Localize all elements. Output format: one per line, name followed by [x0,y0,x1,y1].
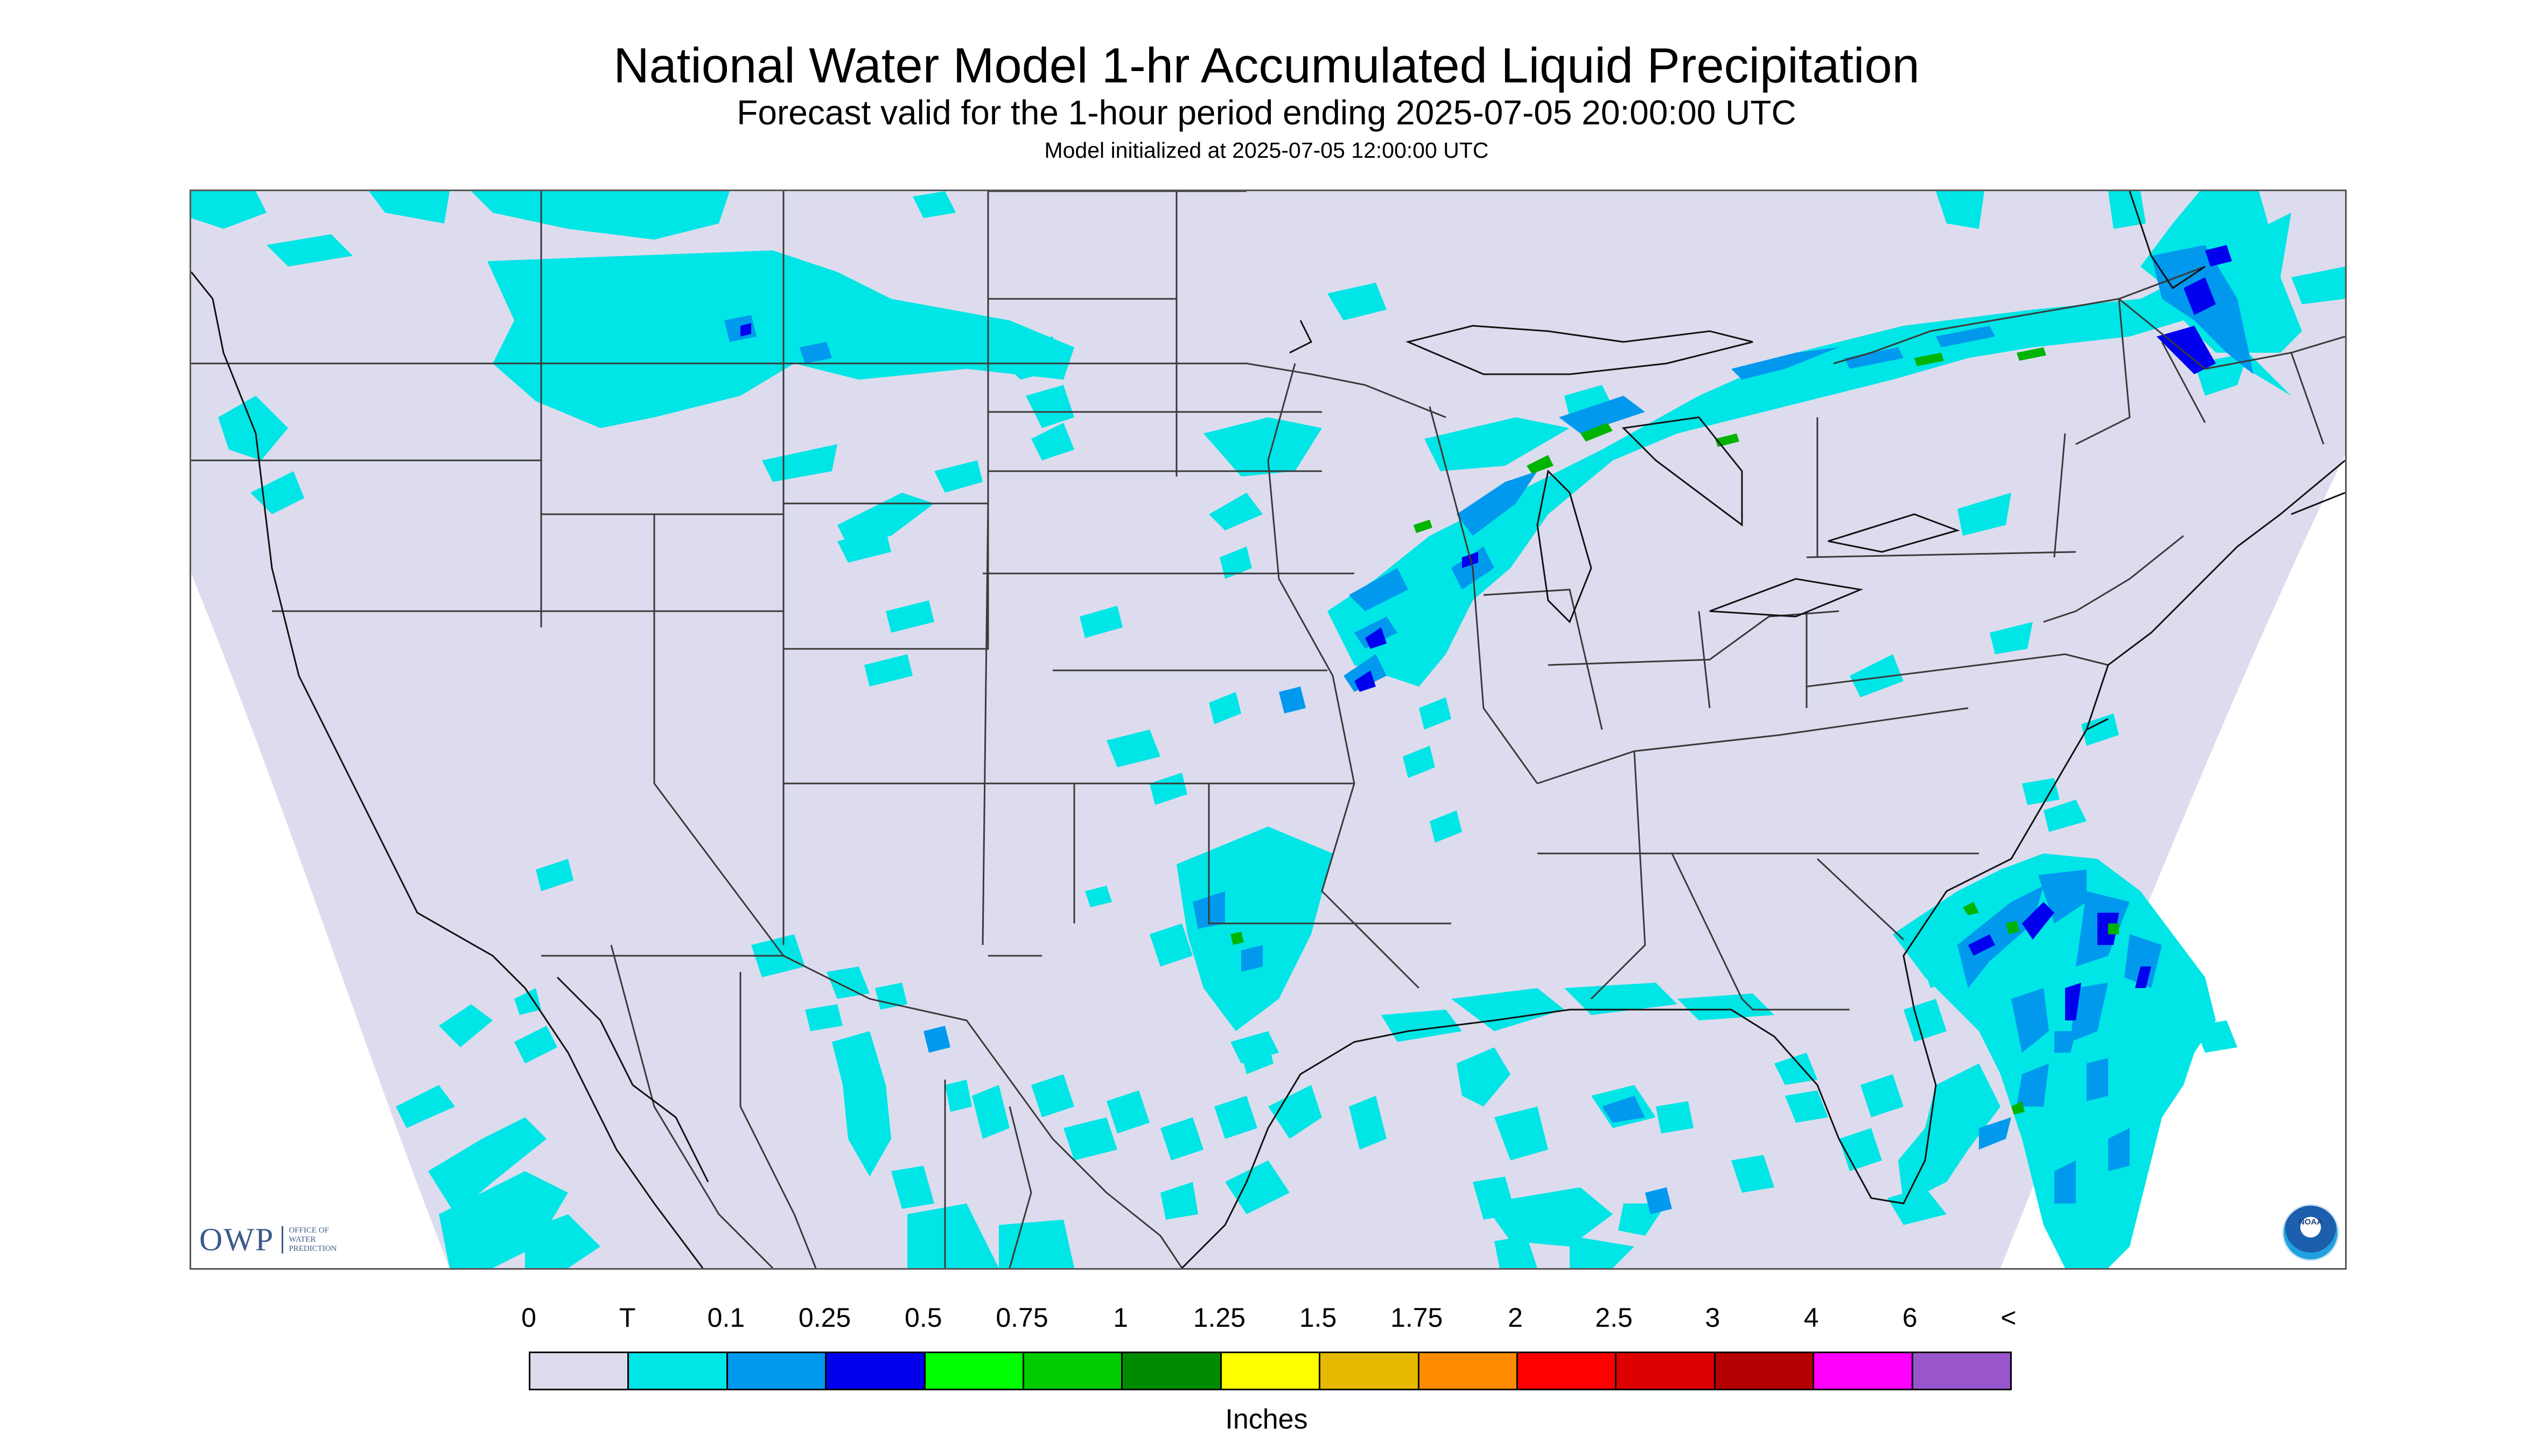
legend-tick-label: 6 [1902,1303,1918,1333]
legend-tick-labels: 0 T 0.1 0.25 0.5 0.75 1 1.25 1.5 1.75 2 2.5 3 4 6 < [0,1302,2533,1340]
map-title: National Water Model 1-hr Accumulated Li… [613,38,1920,93]
precipitation-map [190,190,2347,1270]
noaa-logo: NOAA [2282,1204,2339,1261]
model-init-text: Model initialized at 2025-07-05 12:00:00… [1044,138,1489,163]
owp-logo-line: OFFICE OF [289,1226,329,1235]
legend-tick-label: 2 [1508,1303,1523,1333]
legend-swatch [1419,1353,1519,1389]
legend-swatch [1617,1353,1716,1389]
legend-tick-label: < [2000,1303,2017,1333]
legend-swatch [530,1353,629,1389]
legend-tick-label: 2.5 [1595,1303,1633,1333]
legend-swatch [1123,1353,1222,1389]
legend-swatch [1715,1353,1815,1389]
legend-swatch [727,1353,827,1389]
legend-tick-label: 1.5 [1299,1303,1337,1333]
legend-swatch [1024,1353,1123,1389]
legend-swatch [1320,1353,1419,1389]
legend-tick-label: 1.25 [1193,1303,1246,1333]
legend-swatch [925,1353,1025,1389]
legend-tick-label: 0.1 [707,1303,745,1333]
legend-tick-label: 3 [1705,1303,1720,1333]
legend-swatch [1221,1353,1321,1389]
legend-tick-label: 4 [1803,1303,1819,1333]
projection-edge-left [191,573,450,1268]
legend-tick-label: 1.75 [1390,1303,1443,1333]
noaa-logo-text: NOAA [2298,1217,2323,1227]
boundary-lines [191,191,2345,1268]
legend-color-bar [529,1352,2012,1390]
legend-tick-label: T [619,1303,636,1333]
legend-tick-label: 0.75 [996,1303,1048,1333]
owp-logo: OWP OFFICE OF WATER PREDICTION [199,1218,364,1261]
legend-tick-label: 0.25 [798,1303,851,1333]
owp-logo-line: WATER [289,1235,316,1244]
coastlines [191,191,2345,1268]
heavy-precip-areas [740,245,2232,1020]
legend-swatch [629,1353,728,1389]
map-subtitle: Forecast valid for the 1-hour period end… [737,93,1796,132]
owp-logo-line: PREDICTION [289,1244,337,1253]
legend-tick-label: 0 [521,1303,536,1333]
legend-swatch [1913,1353,2011,1389]
legend-tick-label: 1 [1113,1303,1129,1333]
owp-logo-mark: OWP [199,1221,275,1257]
legend-swatch [1814,1353,1913,1389]
legend-tick-label: 0.5 [905,1303,942,1333]
legend-swatch [827,1353,926,1389]
legend-swatch [1518,1353,1617,1389]
owp-logo-subtext: OFFICE OF WATER PREDICTION [282,1226,364,1254]
green-precip-cells [1230,347,2119,1115]
map-canvas [191,191,2345,1268]
legend-units: Inches [1225,1404,1308,1435]
